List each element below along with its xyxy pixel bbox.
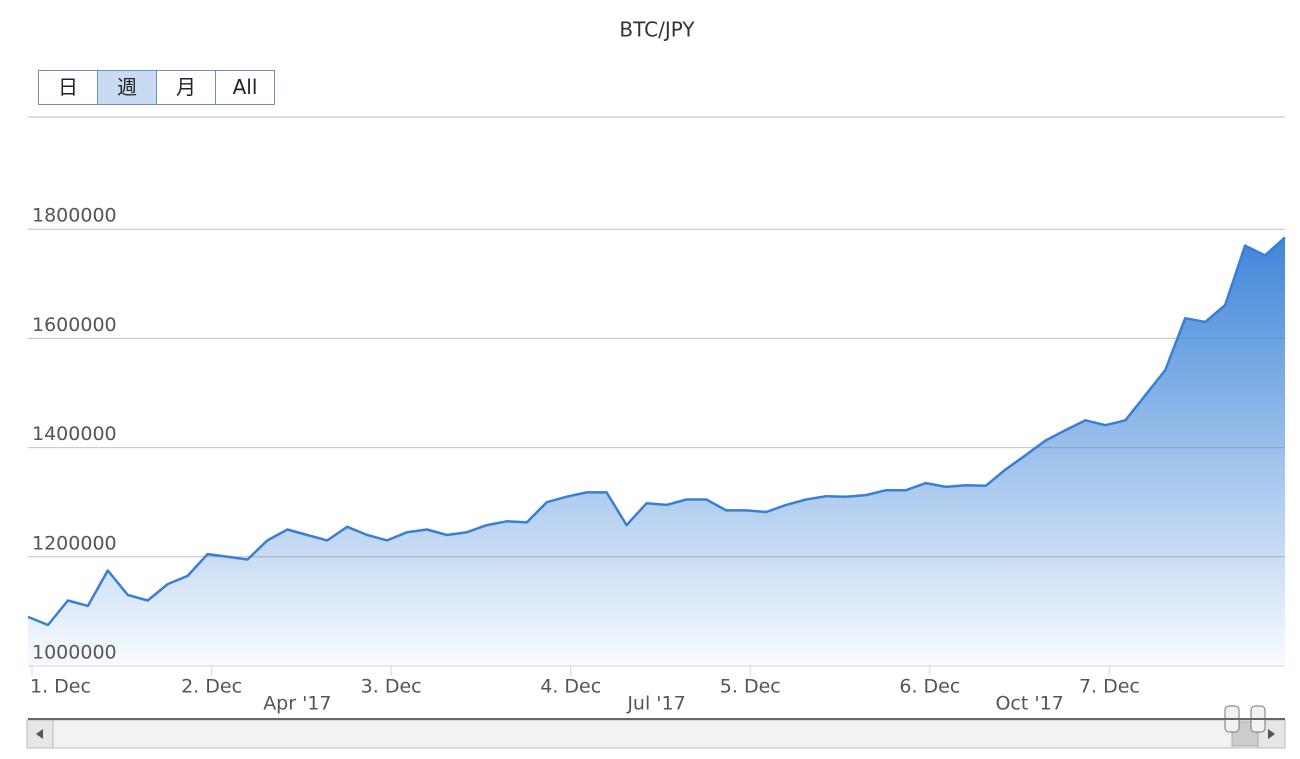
x-tick-label: 1. Dec xyxy=(30,676,91,698)
arrow-left xyxy=(36,729,43,739)
x-tick-label: 5. Dec xyxy=(720,676,781,698)
chart-title: BTC/JPY xyxy=(619,18,695,42)
x-tick-label: 6. Dec xyxy=(899,676,960,698)
x-tick-label: 2. Dec xyxy=(181,676,242,698)
range-button[interactable]: 日 xyxy=(39,71,98,104)
range-button[interactable]: 月 xyxy=(157,71,216,104)
range-selector: 日週月 All xyxy=(38,70,275,105)
range-button[interactable]: 週 xyxy=(98,71,157,104)
scrollbar-track xyxy=(26,719,1286,749)
y-tick-label: 1200000 xyxy=(32,532,117,554)
period-label: Apr '17 xyxy=(263,693,331,715)
x-tick-label: 4. Dec xyxy=(540,676,601,698)
x-tick-label: 3. Dec xyxy=(361,676,422,698)
period-label: Oct '17 xyxy=(995,693,1063,715)
navigator xyxy=(26,705,1286,749)
area-fill xyxy=(28,237,1285,666)
arrow-right xyxy=(1268,729,1275,739)
y-tick-label: 1400000 xyxy=(32,423,117,445)
x-tick-label: 7. Dec xyxy=(1079,676,1140,698)
y-tick-label: 1600000 xyxy=(32,314,117,336)
price-line xyxy=(27,236,1286,627)
period-label: Jul '17 xyxy=(626,693,685,715)
range-button[interactable]: All xyxy=(216,71,274,104)
y-tick-label: 1800000 xyxy=(32,205,117,227)
